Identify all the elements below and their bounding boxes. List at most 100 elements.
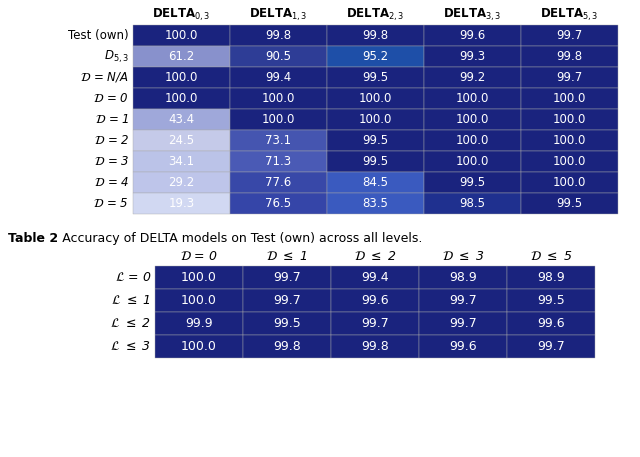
Text: $\mathcal{L}$ = 0: $\mathcal{L}$ = 0	[115, 271, 151, 284]
Bar	[521, 193, 618, 214]
Bar	[424, 172, 521, 193]
Bar	[424, 109, 521, 130]
Bar	[133, 25, 230, 46]
Text: 99.7: 99.7	[273, 271, 301, 284]
Text: 76.5: 76.5	[266, 197, 292, 210]
Text: 100.0: 100.0	[165, 71, 198, 84]
Bar	[133, 67, 230, 88]
Text: 99.8: 99.8	[266, 29, 292, 42]
Bar	[243, 289, 331, 312]
Bar	[327, 130, 424, 151]
Text: 29.2: 29.2	[168, 176, 195, 189]
Text: $\mathcal{L}$ $\leq$ 1: $\mathcal{L}$ $\leq$ 1	[111, 294, 151, 307]
Bar	[424, 130, 521, 151]
Bar	[521, 151, 618, 172]
Text: 84.5: 84.5	[362, 176, 388, 189]
Bar	[133, 130, 230, 151]
Bar	[230, 67, 327, 88]
Text: 99.7: 99.7	[449, 294, 477, 307]
Bar	[331, 289, 419, 312]
Text: 43.4: 43.4	[168, 113, 195, 126]
Bar	[243, 266, 331, 289]
Text: DELTA$_{5,3}$: DELTA$_{5,3}$	[540, 7, 599, 23]
Text: $\mathcal{D}$ = 0: $\mathcal{D}$ = 0	[180, 250, 218, 262]
Text: 99.7: 99.7	[537, 340, 565, 353]
Bar	[424, 67, 521, 88]
Text: 100.0: 100.0	[359, 92, 392, 105]
Text: 100.0: 100.0	[165, 29, 198, 42]
Text: 98.9: 98.9	[537, 271, 565, 284]
Text: 99.8: 99.8	[362, 29, 388, 42]
Bar	[155, 289, 243, 312]
Text: 71.3: 71.3	[266, 155, 292, 168]
Bar	[230, 46, 327, 67]
Bar	[419, 266, 507, 289]
Bar	[521, 25, 618, 46]
Bar	[521, 46, 618, 67]
Text: 90.5: 90.5	[266, 50, 291, 63]
Bar	[133, 193, 230, 214]
Text: $\mathcal{D}$ $\leq$ 1: $\mathcal{D}$ $\leq$ 1	[266, 250, 308, 262]
Text: 99.5: 99.5	[362, 71, 388, 84]
Bar	[133, 88, 230, 109]
Bar	[331, 312, 419, 335]
Text: DELTA$_{0,3}$: DELTA$_{0,3}$	[152, 7, 211, 23]
Bar	[133, 151, 230, 172]
Bar	[521, 172, 618, 193]
Text: Table 2: Table 2	[8, 232, 58, 245]
Text: $\mathcal{D}$ = 5: $\mathcal{D}$ = 5	[93, 197, 129, 210]
Bar	[507, 335, 595, 358]
Text: 99.4: 99.4	[361, 271, 389, 284]
Bar	[327, 151, 424, 172]
Bar	[243, 312, 331, 335]
Text: 19.3: 19.3	[168, 197, 195, 210]
Bar	[327, 46, 424, 67]
Bar	[419, 289, 507, 312]
Text: $\mathcal{L}$ $\leq$ 2: $\mathcal{L}$ $\leq$ 2	[110, 317, 151, 330]
Bar	[331, 335, 419, 358]
Text: 100.0: 100.0	[553, 113, 586, 126]
Text: DELTA$_{2,3}$: DELTA$_{2,3}$	[346, 7, 404, 23]
Bar	[230, 130, 327, 151]
Text: $\mathcal{D}$ = 3: $\mathcal{D}$ = 3	[93, 155, 129, 168]
Text: DELTA$_{3,3}$: DELTA$_{3,3}$	[444, 7, 502, 23]
Bar	[230, 193, 327, 214]
Text: 100.0: 100.0	[165, 92, 198, 105]
Text: 100.0: 100.0	[181, 340, 217, 353]
Bar	[155, 266, 243, 289]
Bar	[521, 67, 618, 88]
Bar	[230, 25, 327, 46]
Text: 99.6: 99.6	[460, 29, 486, 42]
Text: 100.0: 100.0	[456, 113, 489, 126]
Bar	[133, 109, 230, 130]
Text: 100.0: 100.0	[262, 113, 295, 126]
Text: 99.3: 99.3	[460, 50, 486, 63]
Bar	[424, 46, 521, 67]
Text: 95.2: 95.2	[362, 50, 388, 63]
Text: $\mathcal{L}$ $\leq$ 3: $\mathcal{L}$ $\leq$ 3	[110, 340, 151, 353]
Text: 99.7: 99.7	[361, 317, 389, 330]
Text: 99.5: 99.5	[460, 176, 486, 189]
Text: 99.7: 99.7	[449, 317, 477, 330]
Text: $\mathcal{D}$ = 0: $\mathcal{D}$ = 0	[93, 92, 129, 105]
Text: 100.0: 100.0	[553, 134, 586, 147]
Bar	[133, 46, 230, 67]
Text: Test (own): Test (own)	[68, 29, 129, 42]
Text: DELTA$_{1,3}$: DELTA$_{1,3}$	[249, 7, 308, 23]
Text: 77.6: 77.6	[266, 176, 292, 189]
Bar	[230, 109, 327, 130]
Bar	[424, 88, 521, 109]
Text: 100.0: 100.0	[456, 92, 489, 105]
Text: $\mathcal{D}$ $\leq$ 2: $\mathcal{D}$ $\leq$ 2	[354, 250, 396, 262]
Bar	[230, 151, 327, 172]
Text: 99.7: 99.7	[556, 29, 582, 42]
Text: 73.1: 73.1	[266, 134, 292, 147]
Text: 98.9: 98.9	[449, 271, 477, 284]
Text: $\mathcal{D}$ = 2: $\mathcal{D}$ = 2	[93, 134, 129, 147]
Bar	[327, 25, 424, 46]
Text: $\mathcal{D}$ $\leq$ 5: $\mathcal{D}$ $\leq$ 5	[530, 250, 572, 262]
Text: 98.5: 98.5	[460, 197, 486, 210]
Text: $\mathcal{D}$ = 1: $\mathcal{D}$ = 1	[95, 113, 129, 126]
Text: 99.8: 99.8	[556, 50, 582, 63]
Bar	[155, 312, 243, 335]
